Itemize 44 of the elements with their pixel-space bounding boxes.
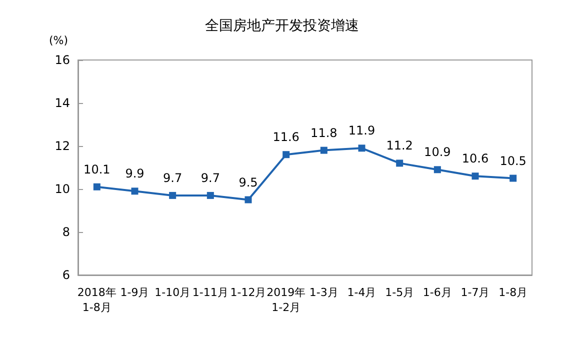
chart-title: 全国房地产开发投资增速 (205, 18, 359, 34)
point (434, 166, 441, 174)
x-tick-label: 1-6月 (422, 286, 452, 299)
data-label: 11.2 (386, 138, 413, 153)
y-tick-label: 10 (54, 182, 70, 196)
point (282, 151, 290, 158)
y-tick-label: 12 (54, 139, 70, 153)
y-tick-label: 14 (54, 96, 70, 110)
data-label: 9.7 (200, 170, 220, 185)
x-tick-label: 1-8月 (498, 286, 528, 299)
data-label: 9.7 (163, 170, 182, 185)
x-tick-label: 1-11月 (192, 286, 228, 299)
data-label: 10.5 (500, 154, 526, 168)
point (93, 183, 100, 190)
y-tick-label: 6 (62, 268, 70, 282)
data-label: 11.6 (272, 130, 300, 144)
x-tick-label: 1-10月 (154, 286, 191, 299)
point (396, 160, 404, 167)
point (169, 192, 176, 199)
y-tick-label: 8 (62, 225, 70, 239)
point (320, 146, 328, 154)
data-label: 9.5 (238, 175, 258, 190)
x-tick-label: 1-4月 (347, 286, 376, 299)
x-tick-label: 1-12月 (230, 286, 266, 299)
y-tick-label: 16 (54, 53, 70, 67)
x-tick-label: 1-3月 (309, 286, 338, 299)
data-label: 10.6 (462, 152, 489, 166)
point (358, 144, 366, 152)
point (472, 172, 479, 180)
point (510, 174, 517, 182)
y-axis-title: (%) (48, 34, 68, 47)
x-tick-label: 2019年 1-2月 (266, 286, 306, 314)
x-tick-label: 1-7月 (460, 286, 490, 299)
x-tick-label: 2018年 1-8月 (77, 286, 116, 314)
data-label: 9.9 (125, 166, 144, 181)
x-tick-label: 1-9月 (120, 286, 150, 299)
point (244, 196, 252, 204)
data-label: 10.9 (424, 145, 451, 160)
point (206, 192, 214, 199)
data-label: 11.8 (310, 126, 338, 140)
point (131, 188, 138, 195)
data-label: 11.9 (348, 124, 376, 138)
x-tick-label: 1-5月 (385, 286, 414, 299)
data-label: 10.1 (84, 162, 110, 176)
